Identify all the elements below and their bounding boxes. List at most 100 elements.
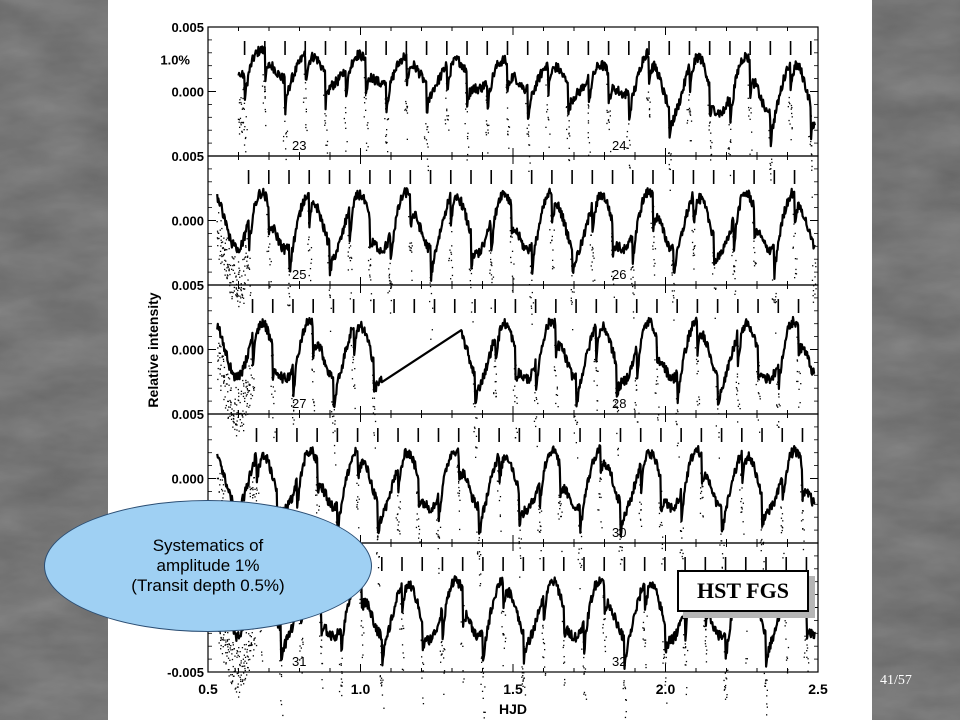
data-point bbox=[549, 133, 551, 135]
data-point bbox=[616, 432, 618, 435]
orbit-label: 24 bbox=[612, 138, 626, 153]
data-point bbox=[460, 621, 462, 623]
data-point bbox=[662, 641, 664, 643]
data-point bbox=[348, 247, 350, 249]
data-point bbox=[245, 643, 247, 646]
data-point bbox=[248, 390, 251, 392]
data-point bbox=[451, 231, 453, 233]
data-point bbox=[229, 647, 231, 649]
data-point bbox=[267, 235, 269, 238]
data-point bbox=[427, 169, 429, 172]
data-point bbox=[236, 412, 238, 414]
data-point bbox=[766, 703, 768, 705]
data-point bbox=[365, 142, 368, 144]
data-point bbox=[474, 406, 476, 408]
data-point bbox=[802, 528, 804, 530]
data-point bbox=[580, 535, 583, 538]
data-point bbox=[485, 134, 488, 136]
data-point bbox=[227, 266, 230, 268]
data-point bbox=[548, 119, 550, 121]
data-point bbox=[288, 282, 290, 285]
data-point bbox=[748, 115, 750, 117]
data-point bbox=[243, 108, 245, 110]
data-point bbox=[227, 649, 230, 651]
data-point bbox=[645, 664, 647, 666]
data-point bbox=[811, 279, 814, 281]
data-point bbox=[416, 491, 418, 493]
data-point bbox=[544, 666, 546, 668]
data-point bbox=[243, 683, 245, 685]
data-point bbox=[788, 96, 790, 99]
data-point bbox=[555, 394, 557, 396]
data-point bbox=[531, 279, 533, 281]
data-point bbox=[758, 393, 760, 395]
data-point bbox=[689, 113, 691, 115]
data-point bbox=[718, 457, 720, 459]
data-point bbox=[776, 383, 778, 385]
data-point bbox=[322, 687, 324, 689]
data-point bbox=[601, 527, 603, 529]
data-point bbox=[236, 404, 238, 406]
data-point bbox=[655, 383, 657, 385]
data-point bbox=[240, 101, 242, 104]
data-point bbox=[715, 288, 717, 290]
data-point bbox=[340, 664, 342, 666]
data-point bbox=[780, 525, 782, 527]
data-point bbox=[334, 423, 336, 425]
data-point bbox=[566, 106, 568, 108]
data-point bbox=[233, 648, 235, 650]
data-point bbox=[273, 402, 275, 405]
data-point bbox=[808, 662, 810, 664]
data-point bbox=[604, 639, 606, 641]
data-point bbox=[460, 643, 462, 645]
data-point bbox=[302, 637, 304, 640]
data-point bbox=[333, 444, 336, 447]
data-point bbox=[768, 129, 770, 132]
data-point bbox=[710, 159, 712, 161]
data-point bbox=[694, 228, 696, 231]
data-point bbox=[686, 122, 688, 124]
data-point bbox=[715, 386, 717, 388]
data-point bbox=[659, 524, 662, 526]
data-point bbox=[650, 222, 652, 224]
data-point bbox=[770, 168, 772, 170]
data-point bbox=[591, 261, 593, 263]
data-point bbox=[354, 384, 356, 386]
data-point bbox=[799, 372, 801, 375]
data-point bbox=[216, 237, 219, 239]
data-point bbox=[240, 390, 243, 392]
data-point bbox=[539, 508, 542, 510]
data-point bbox=[241, 425, 243, 427]
data-point bbox=[324, 113, 326, 115]
data-point bbox=[754, 263, 757, 265]
data-point bbox=[230, 264, 232, 267]
data-point bbox=[240, 674, 242, 676]
data-point bbox=[687, 649, 689, 652]
data-point bbox=[622, 687, 624, 690]
data-point bbox=[598, 509, 600, 511]
data-point bbox=[287, 287, 289, 289]
data-point bbox=[236, 672, 238, 675]
data-point bbox=[235, 275, 237, 277]
data-point bbox=[606, 122, 608, 125]
data-point bbox=[235, 691, 238, 693]
data-point bbox=[608, 128, 610, 131]
data-point bbox=[387, 151, 389, 153]
data-point bbox=[480, 671, 482, 673]
data-point bbox=[237, 410, 239, 412]
data-point bbox=[702, 496, 704, 499]
data-point bbox=[624, 716, 627, 719]
data-point bbox=[614, 401, 617, 403]
data-point bbox=[356, 504, 358, 506]
data-point bbox=[238, 273, 240, 275]
data-point bbox=[579, 588, 581, 590]
data-point bbox=[721, 540, 723, 542]
data-point bbox=[386, 97, 388, 99]
data-point bbox=[219, 368, 221, 371]
data-point bbox=[238, 696, 240, 698]
data-point bbox=[624, 686, 626, 688]
data-point bbox=[254, 488, 256, 490]
data-point bbox=[329, 296, 331, 299]
data-point bbox=[497, 490, 499, 492]
data-point bbox=[486, 123, 488, 125]
